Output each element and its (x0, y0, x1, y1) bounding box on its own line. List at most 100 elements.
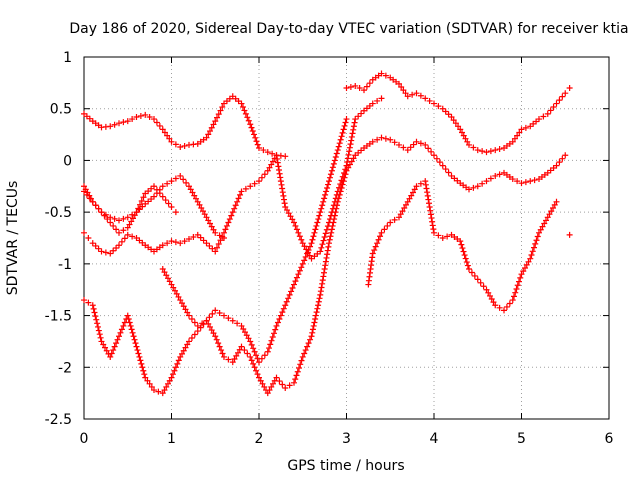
data-point (128, 218, 135, 225)
data-point (221, 235, 227, 241)
data-point (207, 323, 213, 330)
data-point (168, 203, 175, 210)
data-point (468, 269, 475, 276)
data-point (429, 218, 436, 225)
data-point (309, 326, 316, 333)
data-point (450, 117, 457, 124)
data-point (130, 215, 136, 222)
data-point (128, 326, 135, 333)
data-point (387, 136, 394, 143)
data-point (201, 211, 208, 218)
data-point (326, 236, 333, 243)
y-tick-label: -1.5 (45, 309, 72, 325)
data-point (522, 264, 528, 271)
data-point (413, 138, 420, 145)
data-point (428, 215, 435, 222)
data-point (275, 163, 282, 170)
data-point (506, 300, 513, 307)
data-point (214, 114, 220, 121)
data-point (177, 297, 184, 304)
data-point (527, 255, 534, 262)
data-point (82, 186, 89, 193)
data-point (88, 195, 94, 202)
data-point (331, 212, 338, 219)
data-point (102, 249, 109, 256)
data-point (153, 186, 160, 193)
data-point (332, 209, 339, 216)
data-point (291, 281, 297, 288)
data-point (425, 145, 432, 152)
data-point (95, 323, 101, 330)
data-point (257, 377, 264, 384)
data-point (371, 247, 378, 254)
data-point (404, 93, 411, 100)
data-point (445, 111, 452, 118)
x-tick-label: 4 (430, 431, 439, 447)
data-point (124, 214, 131, 221)
data-point (496, 146, 503, 153)
data-point (111, 343, 118, 350)
data-point (177, 353, 184, 360)
data-point (250, 345, 257, 352)
x-tick-label: 2 (255, 431, 264, 447)
data-point (216, 232, 223, 239)
data-point (397, 211, 404, 218)
data-point (98, 248, 105, 255)
data-point (261, 171, 268, 178)
data-point (523, 261, 530, 268)
data-point (171, 367, 178, 374)
data-point (96, 331, 103, 338)
data-point (511, 135, 518, 142)
data-point (168, 374, 175, 381)
data-point (208, 124, 215, 131)
data-point (352, 116, 359, 123)
data-point (196, 201, 203, 208)
data-point (338, 133, 345, 140)
data-point (350, 126, 357, 133)
data-point (314, 305, 321, 312)
data-point (358, 110, 365, 117)
data-point (297, 361, 304, 368)
data-point (480, 283, 487, 290)
data-point (350, 123, 357, 130)
data-point (466, 186, 472, 193)
data-point (164, 132, 171, 139)
data-point (518, 271, 525, 278)
data-point (118, 326, 125, 333)
data-point (252, 134, 259, 141)
data-point (237, 191, 244, 198)
data-point (249, 128, 256, 135)
data-point (343, 116, 350, 123)
data-point (460, 248, 467, 255)
data-point (377, 233, 384, 240)
data-point (347, 83, 354, 90)
data-point (375, 236, 382, 243)
data-point (553, 198, 560, 205)
data-point (250, 360, 257, 367)
data-point (199, 320, 206, 327)
data-point (315, 298, 322, 305)
data-point (531, 177, 538, 184)
data-point (426, 200, 432, 207)
data-point (391, 216, 398, 223)
data-point (311, 229, 318, 236)
data-point (281, 200, 288, 207)
data-point (148, 383, 155, 390)
data-point (333, 205, 340, 212)
data-point (550, 103, 557, 110)
data-point (296, 365, 302, 372)
data-point (225, 315, 232, 322)
data-point (92, 242, 99, 249)
data-point (251, 131, 257, 138)
data-point (299, 240, 306, 247)
data-point (551, 201, 558, 208)
data-point (327, 171, 334, 178)
data-point (374, 240, 381, 247)
data-point (225, 356, 232, 363)
data-point (203, 240, 210, 247)
data-point (254, 141, 261, 148)
data-point (114, 336, 121, 343)
data-point (294, 368, 301, 375)
data-point (172, 239, 179, 246)
data-point (253, 352, 260, 359)
